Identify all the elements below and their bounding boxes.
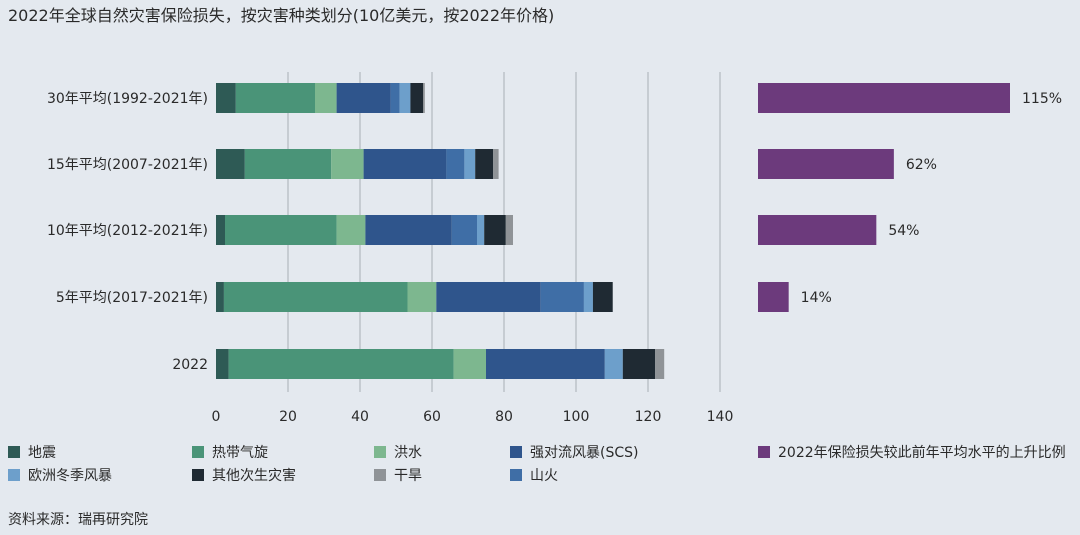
bar-segment-4-cat-0 bbox=[390, 83, 400, 113]
x-tick-label: 0 bbox=[212, 409, 221, 425]
legend-item-6: 其他次生灾害 bbox=[192, 467, 296, 484]
legend-item-7: 干旱 bbox=[374, 468, 422, 484]
bar-segment-2-cat-3 bbox=[407, 282, 437, 312]
increase-bar-cat-0 bbox=[758, 83, 1010, 113]
legend-item-8: 山火 bbox=[510, 468, 558, 484]
bar-segment-1-cat-2 bbox=[225, 215, 337, 245]
legend-swatch-6 bbox=[192, 469, 204, 481]
y-tick-label: 10年平均(2012-2021年) bbox=[47, 223, 208, 239]
bar-segment-0-cat-1 bbox=[216, 149, 245, 179]
legend-label-2: 洪水 bbox=[394, 445, 422, 461]
legend-label-4: 2022年保险损失较此前年平均水平的上升比例 bbox=[778, 444, 1066, 461]
legend-swatch-5 bbox=[8, 469, 20, 481]
bar-group-cat-1 bbox=[216, 149, 499, 179]
legend-swatch-2 bbox=[374, 446, 386, 458]
bar-segment-4-cat-3 bbox=[540, 282, 584, 312]
legend-label-1: 热带气旋 bbox=[212, 445, 268, 461]
legend-label-8: 山火 bbox=[530, 468, 558, 484]
source-note: 资料来源：瑞再研究院 bbox=[8, 512, 148, 528]
bar-segment-7-cat-0 bbox=[423, 83, 425, 113]
legend-item-2: 洪水 bbox=[374, 445, 422, 461]
bar-segment-2-cat-4 bbox=[453, 349, 486, 379]
chart-title: 2022年全球自然灾害保险损失，按灾害种类划分(10亿美元，按2022年价格) bbox=[8, 6, 554, 25]
bar-segment-6-cat-4 bbox=[622, 349, 656, 379]
x-tick-label: 100 bbox=[563, 409, 590, 425]
legend-swatch-8 bbox=[510, 469, 522, 481]
bar-segment-1-cat-4 bbox=[228, 349, 454, 379]
increase-bar-cat-1 bbox=[758, 149, 894, 179]
increase-label-cat-3: 14% bbox=[801, 290, 832, 306]
legend-swatch-7 bbox=[374, 469, 386, 481]
bar-segment-7-cat-2 bbox=[505, 215, 513, 245]
legend-label-0: 地震 bbox=[28, 445, 56, 461]
legend-item-3: 强对流风暴(SCS) bbox=[510, 445, 638, 461]
axes: 0 20 40 60 80 100 120 140 30年平均(1992-2021年) 15年平均… bbox=[47, 91, 733, 425]
bar-segment-1-cat-3 bbox=[223, 282, 408, 312]
x-tick-label: 40 bbox=[351, 409, 369, 425]
bar-segment-7-cat-1 bbox=[493, 149, 499, 179]
x-tick-label: 140 bbox=[707, 409, 734, 425]
increase-label-cat-1: 62% bbox=[906, 157, 937, 173]
x-tick-label: 120 bbox=[635, 409, 662, 425]
bar-segment-3-cat-3 bbox=[436, 282, 541, 312]
x-tick-label: 80 bbox=[495, 409, 513, 425]
bar-segment-1-cat-1 bbox=[244, 149, 332, 179]
legend-label-6: 其他次生灾害 bbox=[212, 467, 296, 484]
bar-segment-7-cat-4 bbox=[655, 349, 665, 379]
stacked-bars bbox=[216, 83, 665, 379]
increase-label-cat-0: 115% bbox=[1022, 91, 1062, 107]
bar-segment-3-cat-1 bbox=[363, 149, 447, 179]
legend-item-5: 欧洲冬季风暴 bbox=[8, 468, 112, 484]
bar-segment-2-cat-1 bbox=[331, 149, 364, 179]
legend-swatch-0 bbox=[8, 446, 20, 458]
legend-item-4: 2022年保险损失较此前年平均水平的上升比例 bbox=[758, 444, 1066, 461]
bar-segment-0-cat-3 bbox=[216, 282, 224, 312]
increase-bars: 115% 62% 54% 14% bbox=[758, 83, 1062, 312]
bar-segment-4-cat-2 bbox=[451, 215, 477, 245]
legend-swatch-3 bbox=[510, 446, 522, 458]
bar-group-cat-3 bbox=[216, 282, 613, 312]
bar-segment-2-cat-0 bbox=[315, 83, 337, 113]
bar-group-cat-2 bbox=[216, 215, 513, 245]
legend-label-3: 强对流风暴(SCS) bbox=[530, 445, 638, 461]
bar-segment-6-cat-3 bbox=[592, 282, 613, 312]
bar-segment-2-cat-2 bbox=[336, 215, 366, 245]
bar-segment-6-cat-2 bbox=[484, 215, 506, 245]
legend-label-5: 欧洲冬季风暴 bbox=[28, 468, 112, 484]
x-tick-label: 20 bbox=[279, 409, 297, 425]
legend-swatch-1 bbox=[192, 446, 204, 458]
bar-segment-3-cat-2 bbox=[365, 215, 452, 245]
y-tick-label: 2022 bbox=[172, 357, 208, 373]
legend-item-0: 地震 bbox=[8, 445, 56, 461]
y-tick-label: 15年平均(2007-2021年) bbox=[47, 157, 208, 173]
bar-segment-0-cat-4 bbox=[216, 349, 229, 379]
bar-segment-6-cat-0 bbox=[410, 83, 423, 113]
bar-segment-5-cat-4 bbox=[604, 349, 623, 379]
bar-segment-3-cat-4 bbox=[486, 349, 605, 379]
legend: 地震 热带气旋 洪水 强对流风暴(SCS) 2022年保险损失较此前年平均水平的上升比例… bbox=[8, 444, 1066, 484]
y-tick-label: 30年平均(1992-2021年) bbox=[47, 91, 208, 107]
legend-item-1: 热带气旋 bbox=[192, 445, 268, 461]
bar-segment-6-cat-1 bbox=[475, 149, 494, 179]
bar-segment-0-cat-2 bbox=[216, 215, 225, 245]
bar-segment-5-cat-1 bbox=[464, 149, 476, 179]
legend-swatch-4 bbox=[758, 446, 770, 458]
bar-segment-4-cat-1 bbox=[446, 149, 465, 179]
bar-segment-5-cat-0 bbox=[399, 83, 411, 113]
x-tick-label: 60 bbox=[423, 409, 441, 425]
bar-segment-5-cat-3 bbox=[583, 282, 593, 312]
bar-segment-1-cat-0 bbox=[235, 83, 315, 113]
legend-label-7: 干旱 bbox=[394, 468, 422, 484]
y-tick-label: 5年平均(2017-2021年) bbox=[56, 290, 208, 306]
increase-bar-cat-3 bbox=[758, 282, 789, 312]
bar-segment-5-cat-2 bbox=[477, 215, 485, 245]
bar-group-cat-0 bbox=[216, 83, 425, 113]
bar-segment-0-cat-0 bbox=[216, 83, 236, 113]
increase-label-cat-2: 54% bbox=[888, 223, 919, 239]
bar-segment-3-cat-0 bbox=[336, 83, 391, 113]
increase-bar-cat-2 bbox=[758, 215, 877, 245]
bar-group-cat-4 bbox=[216, 349, 665, 379]
